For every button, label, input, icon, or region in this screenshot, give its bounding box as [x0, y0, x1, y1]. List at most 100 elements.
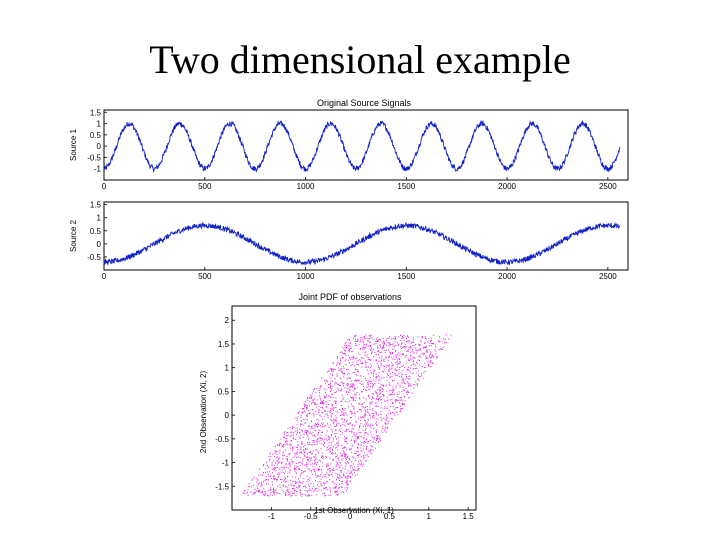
- scatter-point: [344, 425, 346, 427]
- scatter-point: [434, 349, 436, 351]
- scatter-point: [305, 432, 307, 434]
- scatter-point: [369, 345, 371, 347]
- scatter-point: [376, 393, 378, 395]
- scatter-point: [315, 424, 317, 425]
- scatter-point: [386, 416, 388, 418]
- scatter-point: [397, 342, 399, 344]
- scatter-point: [326, 481, 328, 483]
- scatter-point: [341, 411, 343, 413]
- scatter-point: [423, 353, 425, 355]
- scatter-point: [364, 406, 366, 408]
- scatter-point: [354, 388, 356, 389]
- scatter-point: [398, 358, 400, 360]
- scatter-point: [400, 375, 402, 377]
- scatter-point: [284, 477, 286, 479]
- scatter-point: [398, 391, 400, 393]
- scatter-point: [301, 494, 303, 495]
- scatter-point: [296, 418, 298, 420]
- scatter-point: [346, 378, 348, 380]
- scatter-point: [415, 347, 417, 349]
- scatter-point: [400, 346, 402, 348]
- scatter-point: [340, 470, 342, 472]
- scatter-point: [362, 437, 364, 439]
- scatter-point: [362, 455, 364, 457]
- scatter-point: [325, 494, 327, 496]
- scatter-point: [332, 422, 334, 424]
- scatter-point: [349, 476, 351, 478]
- scatter-point: [272, 469, 274, 471]
- scatter-point: [285, 494, 287, 496]
- scatter-point: [364, 442, 366, 443]
- scatter-point: [411, 350, 413, 352]
- scatter-point: [281, 489, 283, 491]
- scatter-point: [424, 337, 426, 339]
- scatter-point: [346, 459, 347, 461]
- scatter-point: [348, 475, 350, 477]
- scatter-point: [317, 443, 318, 445]
- scatter-point: [348, 373, 350, 374]
- scatter-point: [343, 446, 345, 448]
- scatter-point: [355, 394, 357, 396]
- scatter-point: [357, 454, 359, 456]
- scatter-point: [309, 488, 311, 490]
- scatter-point: [377, 340, 379, 342]
- scatter-point: [402, 380, 404, 382]
- scatter-point: [367, 456, 369, 458]
- scatter-point: [355, 438, 357, 440]
- scatter-point: [401, 354, 403, 356]
- scatter-point: [331, 429, 333, 431]
- scatter-point: [367, 433, 369, 435]
- scatter-point: [410, 364, 412, 366]
- scatter-point: [404, 347, 406, 349]
- scatter-point: [320, 426, 322, 428]
- scatter-point: [293, 490, 295, 492]
- scatter-point: [289, 462, 291, 464]
- scatter-point: [383, 377, 385, 379]
- scatter-point: [302, 460, 304, 462]
- scatter-point: [389, 351, 391, 353]
- scatter-point: [435, 346, 437, 348]
- scatter-point: [311, 396, 313, 398]
- scatter-point: [334, 486, 336, 488]
- source-2-ylabel: Source 2: [69, 219, 78, 252]
- scatter-point: [373, 438, 375, 440]
- scatter-point: [363, 345, 365, 347]
- scatter-point: [332, 394, 333, 395]
- scatter-point: [345, 354, 347, 356]
- scatter-point: [363, 416, 364, 418]
- scatter-point: [292, 436, 294, 438]
- scatter-point: [315, 488, 316, 490]
- scatter-point: [361, 362, 363, 364]
- scatter-point: [301, 452, 303, 454]
- scatter-point: [348, 338, 350, 340]
- scatter-point: [331, 408, 333, 410]
- scatter-point: [297, 444, 299, 446]
- scatter-point: [386, 340, 387, 342]
- scatter-point: [352, 444, 354, 446]
- scatter-point: [340, 360, 342, 362]
- scatter-point: [338, 437, 340, 439]
- scatter-point: [420, 349, 422, 351]
- scatter-point: [365, 337, 367, 339]
- scatter-point: [334, 491, 336, 493]
- scatter-point: [413, 357, 415, 359]
- scatter-point: [309, 457, 311, 459]
- scatter-point: [351, 351, 353, 353]
- scatter-point: [278, 458, 280, 460]
- scatter-point: [336, 438, 337, 440]
- scatter-point: [350, 358, 352, 360]
- scatter-point: [283, 453, 285, 455]
- scatter-point: [337, 383, 339, 385]
- scatter-point: [369, 409, 371, 411]
- scatter-point: [403, 334, 405, 336]
- scatter-point: [335, 420, 337, 422]
- scatter-point: [313, 469, 315, 471]
- scatter-point: [353, 384, 355, 386]
- scatter-point: [355, 343, 357, 344]
- scatter-point: [336, 490, 338, 492]
- scatter-point: [309, 425, 310, 427]
- scatter-point: [314, 434, 316, 436]
- scatter-point: [382, 389, 384, 390]
- scatter-point: [298, 428, 300, 430]
- scatter-point: [348, 387, 350, 389]
